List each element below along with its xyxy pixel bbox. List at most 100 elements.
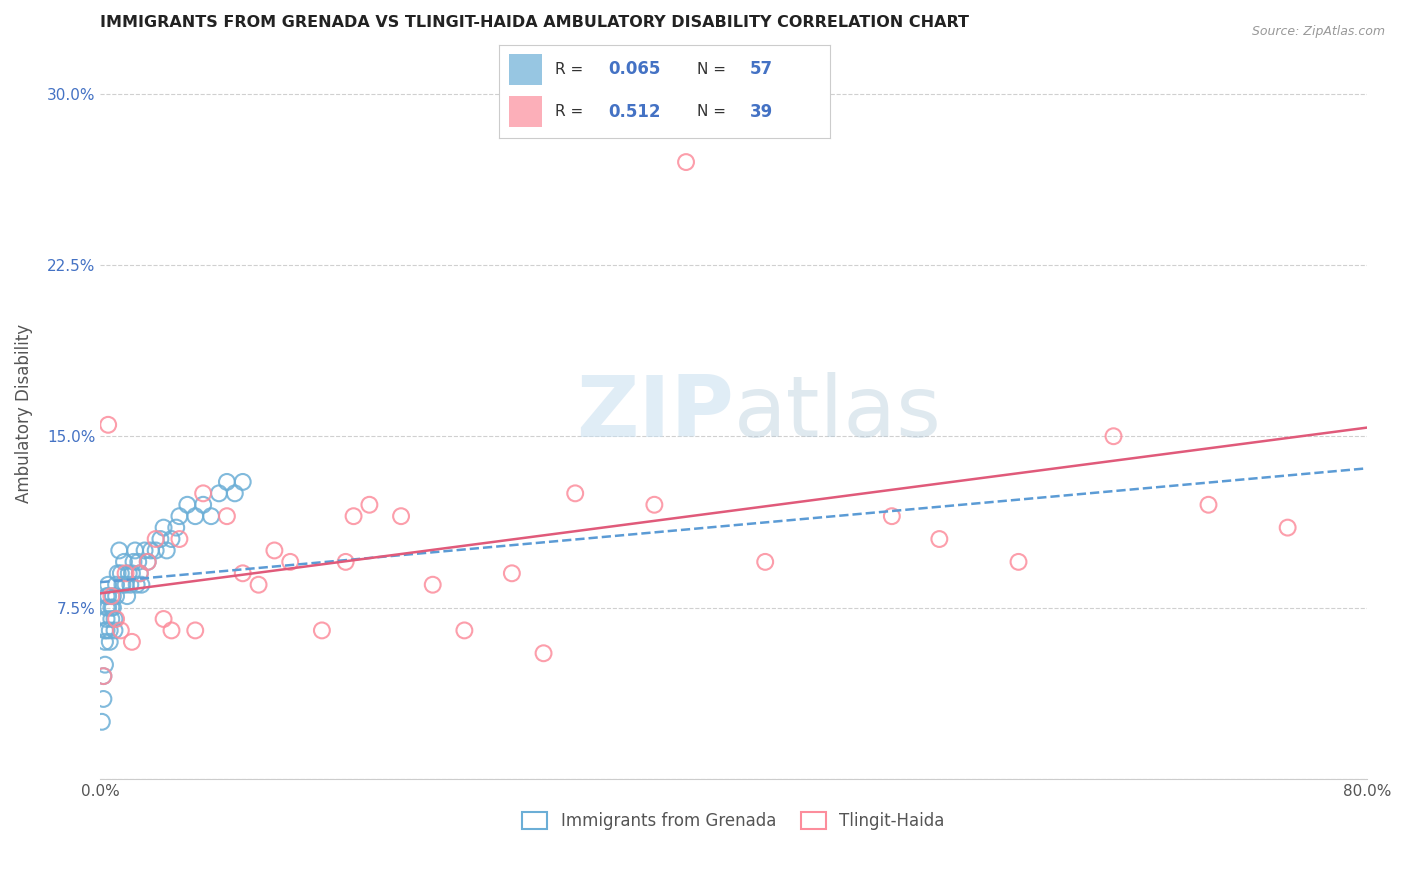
Point [184,509,207,524]
Point [754,555,776,569]
Point [94,635,117,649]
Point [1198,498,1220,512]
Point [96,612,118,626]
Point [422,578,444,592]
Point [145,532,167,546]
Text: IMMIGRANTS FROM GRENADA VS TLINGIT-HAIDA AMBULATORY DISABILITY CORRELATION CHART: IMMIGRANTS FROM GRENADA VS TLINGIT-HAIDA… [100,15,969,30]
Point [533,646,555,660]
Point [224,486,246,500]
Legend: Immigrants from Grenada, Tlingit-Haida: Immigrants from Grenada, Tlingit-Haida [516,805,952,837]
Point [134,543,156,558]
Point [165,520,187,534]
Point [105,578,128,592]
Point [111,578,134,592]
Point [93,669,115,683]
Point [335,555,357,569]
Point [105,589,128,603]
Point [107,566,129,581]
Point [1102,429,1125,443]
Text: R =: R = [555,62,583,77]
Point [96,624,118,638]
Point [359,498,381,512]
Point [200,509,222,524]
Point [278,555,301,569]
Point [131,578,153,592]
Point [94,624,117,638]
Text: R =: R = [555,104,583,119]
Bar [509,54,543,85]
Point [97,600,120,615]
Text: 57: 57 [751,61,773,78]
Point [90,714,112,729]
Point [232,566,254,581]
Point [880,509,903,524]
Point [311,624,333,638]
Point [96,589,118,603]
Point [93,692,115,706]
Text: 39: 39 [751,103,773,120]
Point [128,566,150,581]
Text: Source: ZipAtlas.com: Source: ZipAtlas.com [1251,25,1385,38]
Point [389,509,412,524]
Point [94,657,117,672]
Point [1277,520,1299,534]
Point [564,486,586,500]
Point [675,155,697,169]
Text: 0.065: 0.065 [609,61,661,78]
Point [115,589,138,603]
Point [145,543,167,558]
Point [114,566,136,581]
Y-axis label: Ambulatory Disability: Ambulatory Disability [15,324,32,503]
Text: atlas: atlas [734,372,942,455]
Point [160,624,183,638]
Point [215,509,238,524]
Point [136,555,159,569]
Point [215,475,238,489]
Point [208,486,231,500]
Point [152,612,174,626]
Point [121,566,143,581]
Point [1007,555,1029,569]
Point [103,612,125,626]
Point [101,600,124,615]
Point [108,543,131,558]
Point [124,543,146,558]
Point [122,555,145,569]
Point [169,532,191,546]
Point [127,555,149,569]
Point [121,635,143,649]
Point [97,417,120,432]
Point [100,612,122,626]
Point [100,589,122,603]
Point [643,498,665,512]
Text: 0.512: 0.512 [609,103,661,120]
Point [114,578,136,592]
Point [139,543,162,558]
Point [149,532,172,546]
Bar [509,96,543,127]
Point [110,624,132,638]
Point [110,566,132,581]
Point [93,669,115,683]
Point [160,532,183,546]
Point [136,555,159,569]
Point [128,566,150,581]
Point [97,589,120,603]
Point [501,566,523,581]
Point [176,498,198,512]
Point [105,612,128,626]
Point [453,624,475,638]
Point [97,578,120,592]
Point [152,520,174,534]
Point [191,498,214,512]
Point [120,578,142,592]
Point [342,509,364,524]
Point [103,624,125,638]
Text: ZIP: ZIP [576,372,734,455]
Text: N =: N = [697,62,727,77]
Text: N =: N = [697,104,727,119]
Point [101,589,124,603]
Point [98,624,121,638]
Point [118,566,141,581]
Point [100,600,122,615]
